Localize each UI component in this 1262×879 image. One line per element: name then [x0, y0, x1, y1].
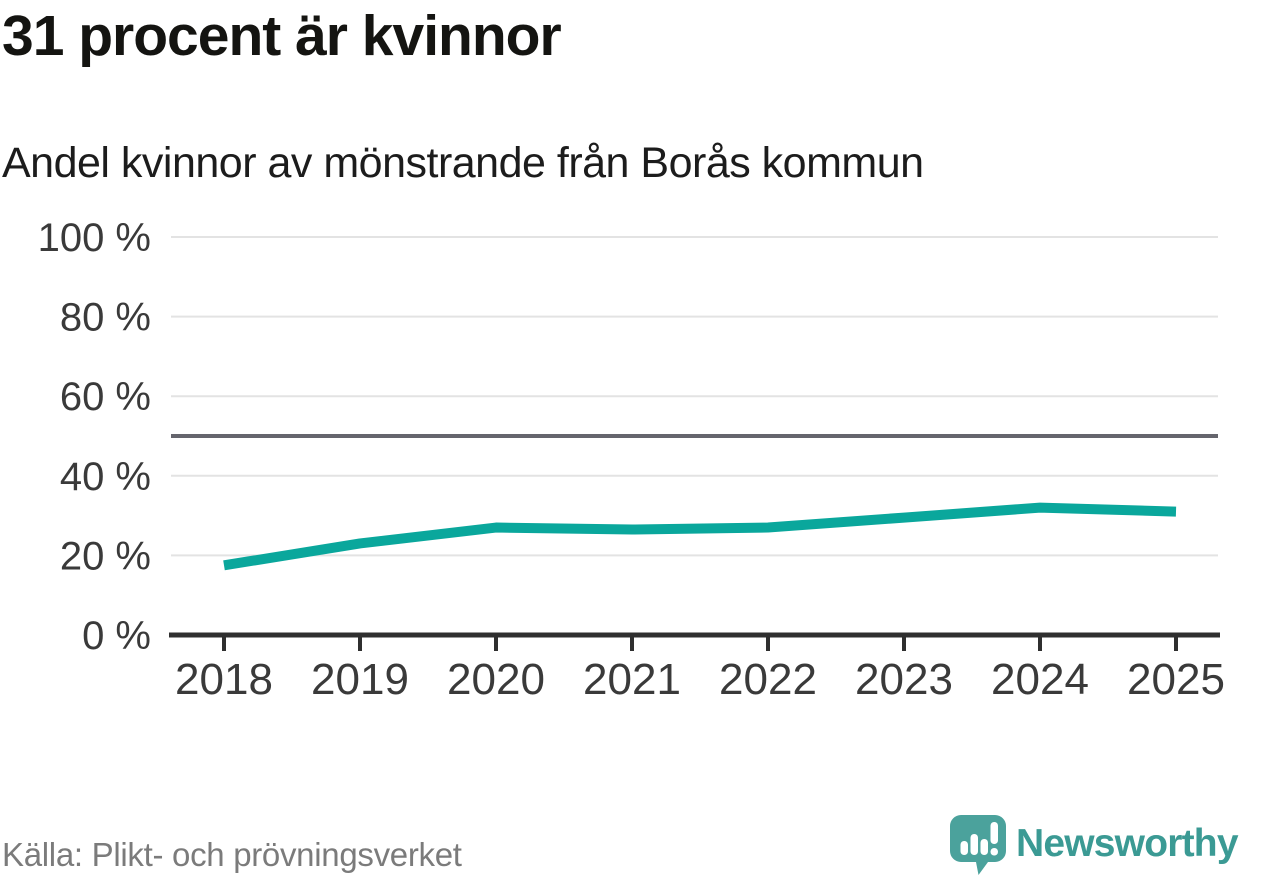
y-axis-label: 60 % [60, 375, 151, 419]
chart-title: 31 procent är kvinnor [2, 4, 562, 68]
x-axis-label: 2025 [1127, 655, 1225, 704]
x-axis-label: 2021 [583, 655, 681, 704]
data-line-andel-kvinnor [223, 502, 1177, 571]
x-axis-label: 2019 [311, 655, 409, 704]
y-axis-label: 40 % [60, 455, 151, 499]
x-axis-label: 2020 [447, 655, 545, 704]
chart-subtitle: Andel kvinnor av mönstrande från Borås k… [2, 139, 924, 187]
x-axis-label: 2022 [719, 655, 817, 704]
newsworthy-logo-text: Newsworthy [1016, 821, 1239, 865]
y-axis-label: 0 % [82, 614, 151, 658]
x-axis-label: 2023 [855, 655, 953, 704]
newsworthy-logo: Newsworthy [949, 813, 1239, 877]
y-axis-label: 100 % [38, 216, 151, 260]
source-note: Källa: Plikt- och prövningsverket [2, 836, 462, 873]
x-axis-label: 2024 [991, 655, 1089, 704]
y-axis-label: 80 % [60, 296, 151, 340]
newsworthy-logo-icon [950, 815, 1006, 875]
x-axis-label: 2018 [175, 655, 273, 704]
y-axis-label: 20 % [60, 534, 151, 578]
